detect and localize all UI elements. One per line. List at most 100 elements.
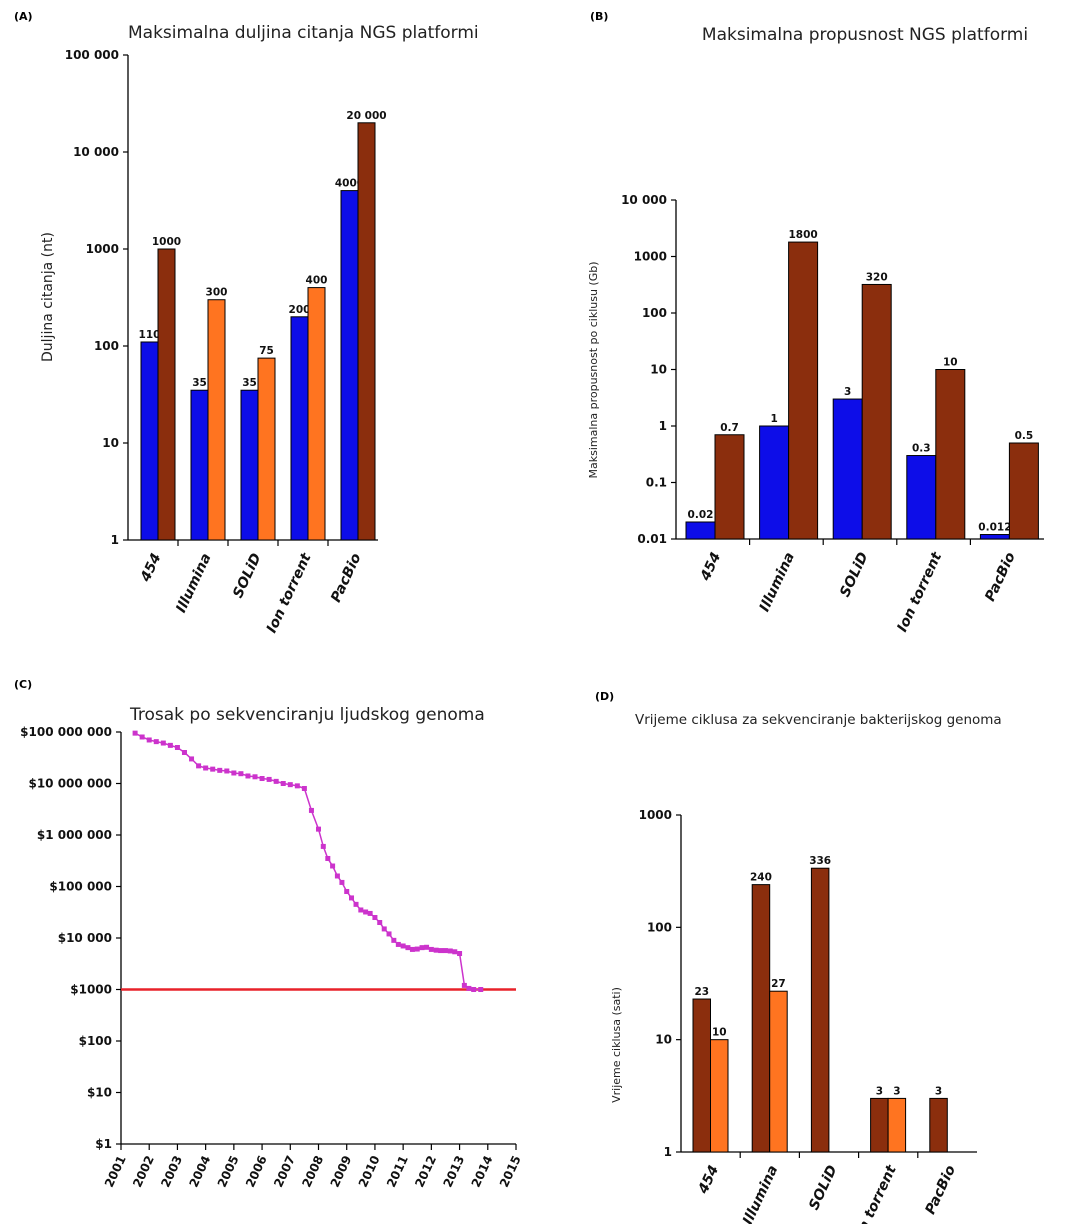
bar-first [929, 1097, 948, 1153]
chart-panel-d: (D) Vrijeme ciklusa za sekvenciranje bakt… [595, 690, 1002, 1224]
data-label: 336 [809, 855, 831, 867]
y-tick-label: $1 000 000 [37, 828, 112, 842]
chart-title: Maksimalna propusnost NGS platformi [702, 25, 1028, 45]
cost-point [395, 941, 401, 947]
cost-point [294, 783, 300, 789]
cost-point [447, 948, 453, 954]
category-label: Illumina [757, 550, 798, 614]
chart-title: Maksimalna duljina citanja NGS platformi [128, 23, 479, 43]
y-axis-label: Vrijeme ciklusa (sati) [610, 987, 623, 1103]
bar-first [340, 190, 359, 541]
cost-point [196, 763, 202, 769]
cost-point [252, 774, 258, 780]
bar-first [832, 398, 863, 540]
cost-point [287, 782, 293, 788]
y-tick-label: 1 [659, 419, 667, 433]
cost-point [428, 946, 434, 952]
data-label: 1000 [152, 236, 181, 248]
bar-first [751, 884, 771, 1153]
cost-point [349, 895, 355, 901]
cost-point [358, 907, 364, 913]
data-label: 4000 [335, 178, 364, 190]
cost-point [132, 730, 138, 736]
cost-point [301, 785, 307, 791]
cost-point [224, 768, 230, 774]
cost-point [381, 926, 387, 932]
x-tick-label: 2009 [328, 1153, 355, 1189]
y-tick-label: 100 [94, 339, 119, 353]
panel-label: (D) [595, 690, 614, 703]
data-label: 20 000 [346, 110, 386, 122]
cost-point [452, 949, 458, 955]
y-tick-label: 10 000 [621, 193, 667, 207]
data-label: 0.3 [912, 443, 931, 455]
y-tick-label: $10 000 [58, 931, 112, 945]
data-label: 0.02 [688, 509, 714, 521]
cost-point [330, 863, 336, 869]
x-tick-label: 2015 [497, 1153, 524, 1189]
y-axis-label: Maksimalna propusnost po ciklusu (Gb) [587, 261, 600, 478]
cost-point [153, 739, 159, 745]
cost-point [367, 910, 373, 916]
cost-point [457, 951, 463, 957]
category-label: Ion torrent [894, 549, 945, 635]
cost-point [372, 915, 378, 921]
bar-first [759, 425, 790, 540]
bar-first [870, 1097, 889, 1153]
x-tick-label: 2004 [187, 1153, 214, 1189]
x-tick-label: 2008 [299, 1153, 326, 1189]
category-label: SOLiD [806, 1163, 841, 1213]
cost-point [273, 778, 279, 784]
cost-point [210, 766, 216, 772]
bar-first [190, 389, 209, 541]
data-label: 400 [306, 275, 328, 287]
category-label: PacBio [328, 551, 365, 605]
cost-point [259, 776, 265, 782]
cost-point [266, 776, 272, 782]
y-tick-label: $1000 [70, 983, 112, 997]
data-label: 3 [935, 1085, 942, 1097]
y-tick-label: 100 000 [65, 48, 119, 62]
category-label: 454 [697, 550, 724, 584]
cost-point [433, 947, 439, 953]
panel-label: (C) [14, 678, 32, 691]
data-label: 10 [712, 1027, 727, 1039]
panel-label: (A) [14, 10, 33, 23]
y-tick-label: 10 [102, 436, 119, 450]
chart-title: Vrijeme ciklusa za sekvenciranje bakteri… [635, 712, 1002, 728]
y-tick-label: $10 [87, 1086, 112, 1100]
cost-point [316, 826, 321, 832]
cost-point [217, 767, 223, 773]
cost-point [308, 807, 314, 813]
cost-point [325, 855, 331, 861]
cost-point [419, 945, 425, 951]
x-tick-label: 2013 [440, 1153, 467, 1189]
y-tick-label: 100 [647, 920, 672, 934]
cost-point [405, 945, 411, 951]
data-label: 1 [770, 413, 777, 425]
category-label: PacBio [922, 1163, 959, 1217]
y-tick-label: 1 [111, 533, 119, 547]
category-label: Illumina [173, 551, 214, 615]
cost-point [189, 756, 195, 762]
cost-point [438, 948, 444, 954]
chart-panel-c: (C) Trosak po sekvenciranju ljudskog geno… [14, 678, 524, 1190]
bar-second [257, 357, 276, 541]
cost-point [174, 745, 180, 751]
cost-point [339, 879, 345, 885]
bar-second [307, 287, 326, 541]
x-tick-label: 2002 [130, 1153, 157, 1189]
y-tick-label: $1 [95, 1137, 112, 1151]
y-tick-label: 1000 [634, 250, 667, 264]
y-tick-label: 0.1 [646, 476, 667, 490]
bar-first [979, 534, 1010, 540]
y-tick-label: 1 [664, 1145, 672, 1159]
x-tick-label: 2012 [412, 1153, 439, 1189]
bar-first [290, 316, 309, 541]
data-label: 35 [242, 377, 257, 389]
data-label: 35 [192, 377, 207, 389]
category-label: Illumina [740, 1163, 781, 1224]
bar-first [692, 998, 711, 1153]
cost-point [344, 888, 350, 894]
x-tick-label: 2005 [215, 1153, 242, 1189]
